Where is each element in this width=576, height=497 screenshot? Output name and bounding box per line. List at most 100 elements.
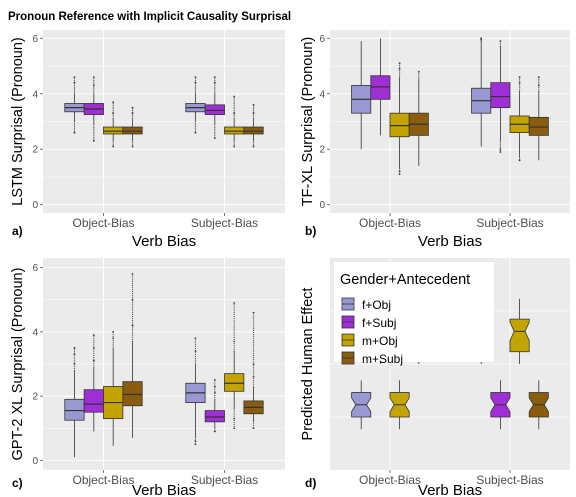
outlier-point xyxy=(93,362,95,364)
outlier-point xyxy=(194,338,197,340)
outlier-point xyxy=(214,391,216,393)
outlier-point xyxy=(252,316,255,318)
outlier-point xyxy=(233,319,235,321)
outlier-point xyxy=(131,340,134,343)
outlier-point xyxy=(194,359,197,361)
outlier-point xyxy=(194,441,197,443)
outlier-point xyxy=(252,355,255,357)
outlier-point xyxy=(214,135,216,137)
outlier-point xyxy=(214,123,216,125)
outlier-point xyxy=(112,343,114,345)
outlier-point xyxy=(194,351,197,354)
outlier-point xyxy=(233,304,235,306)
outlier-point xyxy=(233,315,235,318)
outlier-point xyxy=(233,425,235,427)
outlier-point xyxy=(252,378,255,380)
outlier-point xyxy=(93,343,95,345)
outlier-point xyxy=(233,99,235,102)
outlier-point xyxy=(131,302,134,304)
outlier-point xyxy=(233,346,235,348)
box-f-subj xyxy=(204,76,225,140)
outlier-point xyxy=(131,329,134,331)
outlier-point xyxy=(73,364,76,366)
outlier-point xyxy=(92,140,95,142)
outlier-point xyxy=(252,106,255,108)
outlier-point xyxy=(252,109,255,112)
outlier-point xyxy=(93,364,95,366)
box-body xyxy=(122,381,143,407)
outlier-point xyxy=(112,106,114,108)
outlier-point xyxy=(194,353,197,355)
outlier-point xyxy=(194,78,197,80)
outlier-point xyxy=(233,325,235,327)
outlier-point xyxy=(233,108,235,110)
outlier-point xyxy=(131,294,134,296)
outlier-point xyxy=(233,103,235,105)
y-axis-title: TF-XL Surprisal (Pronoun) xyxy=(300,37,316,207)
outlier-point xyxy=(233,321,235,323)
outlier-point xyxy=(93,335,95,337)
panel-1 xyxy=(40,30,285,216)
outlier-point xyxy=(194,363,197,365)
y-tick-label: 2 xyxy=(319,145,325,156)
y-tick-label: 4 xyxy=(32,89,38,100)
outlier-point xyxy=(131,319,134,321)
box-body xyxy=(224,126,245,135)
figure-title: Pronoun Reference with Implicit Causalit… xyxy=(8,11,291,23)
outlier-point xyxy=(194,125,197,128)
outlier-point xyxy=(214,130,216,132)
outlier-point xyxy=(233,302,235,304)
box-m-subj xyxy=(122,106,143,148)
outlier-point xyxy=(131,300,134,302)
box-f-obj xyxy=(351,380,372,430)
outlier-point xyxy=(194,443,197,445)
box-body xyxy=(122,126,143,135)
outlier-point xyxy=(93,91,95,93)
outlier-point xyxy=(73,89,76,92)
box-body xyxy=(243,126,264,135)
outlier-point xyxy=(233,113,235,115)
outlier-point xyxy=(73,125,76,128)
outlier-point xyxy=(194,89,197,92)
outlier-point xyxy=(252,351,255,353)
outlier-point xyxy=(214,392,216,395)
y-tick-label: 0 xyxy=(32,456,38,467)
y-tick-label: 6 xyxy=(32,34,38,45)
outlier-point xyxy=(93,136,95,139)
outlier-point xyxy=(252,382,255,384)
outlier-point xyxy=(93,79,95,82)
outlier-point xyxy=(252,343,255,345)
outlier-point xyxy=(233,141,235,144)
y-axis-title: GPT-2 XL Surprisal (Pronoun) xyxy=(10,268,26,461)
outlier-point xyxy=(131,337,134,339)
outlier-point xyxy=(418,70,420,73)
panel-label: d) xyxy=(305,476,316,490)
outlier-point xyxy=(233,98,235,100)
x-tick-label: Subject-Bias xyxy=(191,473,258,487)
outlier-point xyxy=(214,128,216,130)
outlier-point xyxy=(233,101,235,103)
outlier-point xyxy=(194,437,197,439)
outlier-point xyxy=(131,310,134,312)
outlier-point xyxy=(214,125,216,127)
outlier-point xyxy=(214,383,216,385)
outlier-point xyxy=(194,76,197,78)
outlier-point xyxy=(252,366,255,368)
box-m-obj xyxy=(389,380,410,430)
outlier-point xyxy=(194,81,197,83)
box-f-subj xyxy=(370,38,391,136)
outlier-point xyxy=(194,84,197,87)
outlier-point xyxy=(131,298,134,300)
outlier-point xyxy=(93,84,95,87)
outlier-point xyxy=(252,143,255,145)
outlier-point xyxy=(418,72,420,74)
outlier-point xyxy=(93,347,95,349)
outlier-point xyxy=(73,78,76,80)
outlier-point xyxy=(418,79,420,81)
box-body xyxy=(204,104,225,115)
box-body xyxy=(204,410,225,423)
outlier-point xyxy=(131,292,134,294)
outlier-point xyxy=(73,76,76,78)
box-m-obj xyxy=(509,76,530,162)
outlier-point xyxy=(112,104,114,107)
